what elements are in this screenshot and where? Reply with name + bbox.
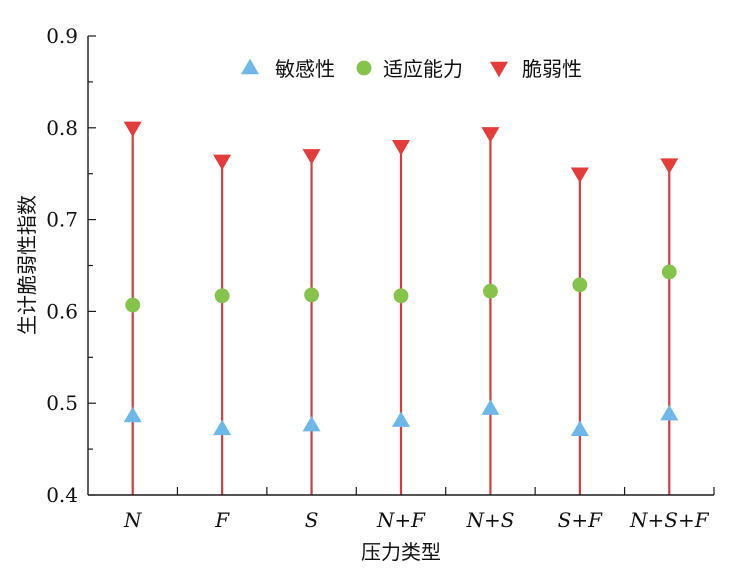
legend-vulnerability-label: 脆弱性 — [522, 57, 582, 81]
sensitivity-point — [392, 411, 410, 427]
vulnerability-point — [570, 167, 589, 183]
sensitivity-point — [660, 404, 679, 421]
x-tick-label: N+S — [465, 508, 514, 532]
legend-adaptive-capacity-marker — [356, 60, 372, 76]
legend-adaptive-capacity-label: 适应能力 — [383, 57, 463, 81]
y-tick-label: 0.9 — [46, 24, 78, 48]
x-tick-label: F — [214, 508, 230, 532]
sensitivity-point — [570, 420, 589, 437]
sensitivity-point — [123, 406, 142, 423]
adaptive-capacity-point — [661, 264, 677, 280]
vulnerability-point — [123, 121, 142, 138]
legend-layer: 敏感性 适应能力 脆弱性 — [241, 57, 582, 81]
adaptive-capacity-point — [393, 288, 409, 304]
x-tick-label: N+F — [376, 508, 426, 532]
vulnerability-point — [302, 149, 321, 165]
x-tick-label: S+F — [558, 508, 603, 532]
y-tick-label: 0.8 — [46, 116, 78, 140]
legend-vulnerability-marker — [490, 61, 508, 78]
y-axis-title: 生计脆弱性指数 — [15, 195, 39, 335]
x-axis-title: 压力类型 — [361, 540, 441, 564]
markers-layer — [123, 121, 679, 437]
stems-layer — [131, 127, 671, 495]
y-tick-label: 0.6 — [46, 299, 78, 323]
legend-sensitivity-marker — [241, 58, 259, 75]
y-tick-label: 0.4 — [46, 483, 78, 507]
adaptive-capacity-point — [125, 297, 141, 313]
adaptive-capacity-point — [214, 288, 230, 304]
sensitivity-point — [481, 399, 500, 415]
x-tick-label: N+S+F — [629, 508, 710, 532]
adaptive-capacity-point — [304, 287, 319, 303]
vulnerability-point — [392, 139, 410, 156]
y-tick-label: 0.5 — [46, 391, 78, 415]
legend-sensitivity-label: 敏感性 — [275, 57, 335, 81]
adaptive-capacity-point — [572, 277, 588, 293]
axes-layer: 0.4 0.5 0.6 0.7 0.8 0.9 N F S N+F N+S S+F N+S+F — [46, 24, 715, 532]
adaptive-capacity-point — [483, 283, 498, 299]
x-tick-label: S — [305, 508, 319, 532]
vulnerability-point — [481, 127, 500, 143]
y-tick-label: 0.7 — [46, 208, 78, 232]
vulnerability-point — [660, 158, 679, 174]
sensitivity-point — [213, 419, 232, 436]
x-tick-label: N — [123, 508, 143, 532]
vulnerability-point — [213, 154, 232, 171]
sensitivity-point — [302, 415, 321, 432]
